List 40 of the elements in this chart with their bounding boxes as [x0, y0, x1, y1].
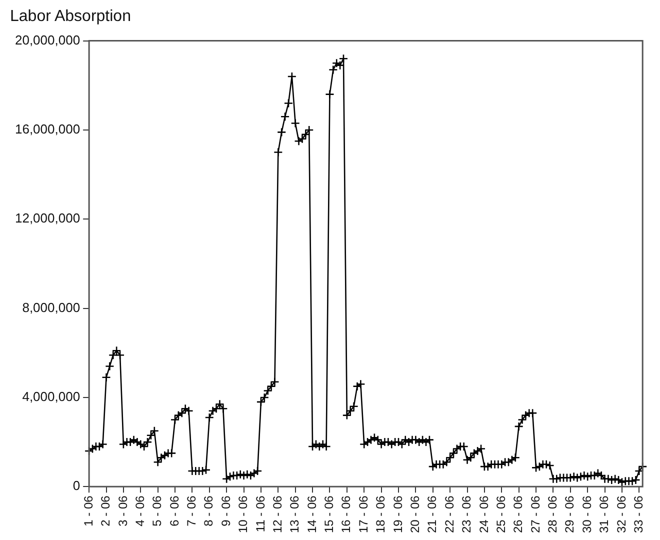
y-tick-label: 0 — [72, 478, 80, 494]
x-tick-label: 12 - 06 — [270, 495, 284, 533]
x-tick-label: 9 - 06 — [218, 495, 233, 526]
x-tick-label: 32 - 06 — [614, 495, 628, 533]
x-tick-label: 13 - 06 — [288, 495, 302, 533]
x-tick-label: 20 - 06 — [408, 495, 422, 533]
x-tick-label: 25 - 06 — [494, 495, 508, 533]
x-tick-label: 10 - 06 — [236, 495, 250, 533]
x-tick-label: 23 - 06 — [460, 495, 474, 533]
x-tick-label: 24 - 06 — [476, 495, 491, 533]
x-tick-label: 7 - 06 — [184, 495, 199, 526]
x-tick-label: 21 - 06 — [425, 495, 440, 533]
x-tick-label: 11 - 06 — [253, 495, 268, 532]
x-tick-label: 17 - 06 — [356, 495, 370, 533]
x-tick-label: 31 - 06 — [597, 495, 612, 533]
x-tick-label: 22 - 06 — [442, 495, 456, 533]
x-tick-label: 18 - 06 — [374, 495, 388, 533]
x-tick-label: 19 - 06 — [390, 495, 405, 533]
x-tick-label: 15 - 06 — [322, 495, 336, 533]
x-tick-label: 26 - 06 — [511, 495, 526, 533]
x-tick-label: 30 - 06 — [580, 495, 594, 533]
x-tick-label: 3 - 06 — [116, 495, 130, 526]
x-tick-label: 29 - 06 — [562, 495, 577, 533]
x-tick-label: 16 - 06 — [339, 495, 354, 533]
x-tick-label: 14 - 06 — [304, 495, 319, 533]
x-tick-label: 5 - 06 — [150, 495, 164, 526]
chart-title: Labor Absorption — [10, 8, 131, 26]
x-tick-label: 1 - 06 — [81, 495, 96, 526]
y-tick-label: 8,000,000 — [22, 300, 80, 315]
y-tick-label: 16,000,000 — [14, 122, 80, 137]
y-tick-label: 4,000,000 — [22, 389, 80, 404]
x-tick-label: 4 - 06 — [132, 495, 147, 526]
x-tick-label: 27 - 06 — [528, 495, 542, 533]
y-tick-label: 12,000,000 — [14, 210, 80, 226]
x-tick-label: 33 - 06 — [631, 495, 646, 533]
x-tick-label: 8 - 06 — [202, 495, 216, 526]
x-tick-label: 6 - 06 — [167, 495, 182, 526]
x-tick-label: 2 - 06 — [98, 495, 113, 526]
x-tick-label: 28 - 06 — [546, 495, 560, 533]
y-tick-label: 20,000,000 — [14, 32, 80, 48]
